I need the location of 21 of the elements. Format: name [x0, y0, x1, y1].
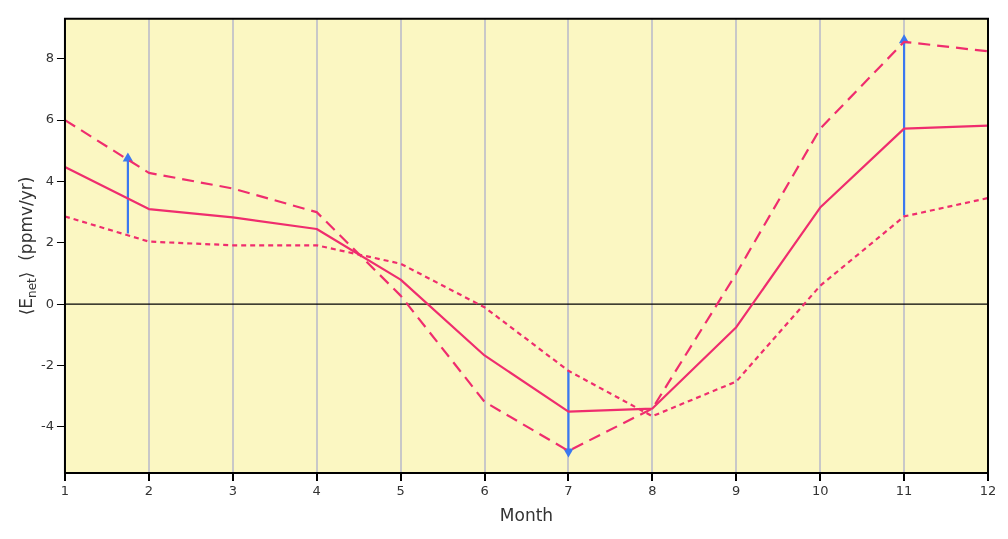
x-tick-label: 6	[480, 483, 489, 499]
y-tick-label: 8	[45, 50, 54, 66]
x-tick-label: 11	[895, 483, 913, 499]
x-tick-label: 7	[564, 483, 573, 499]
x-tick-label: 9	[732, 483, 741, 499]
x-tick-label: 1	[60, 483, 70, 499]
y-axis-title: ⟨Enet⟩ (ppmv/yr)	[16, 176, 40, 316]
x-tick-label: 3	[228, 483, 237, 499]
y-tick-label: 4	[45, 172, 54, 188]
x-tick-label: 12	[979, 483, 997, 499]
y-tick-label: 6	[45, 111, 54, 127]
x-tick-label: 2	[144, 483, 154, 499]
x-tick-label: 10	[811, 483, 829, 499]
x-tick-label: 4	[312, 483, 321, 499]
y-tick-label: 0	[45, 295, 54, 311]
x-tick-label: 8	[648, 483, 657, 499]
y-tick-label: -2	[40, 356, 54, 372]
x-tick-label: 5	[396, 483, 405, 499]
y-tick-label: -4	[40, 418, 54, 434]
y-tick-label: 2	[45, 234, 54, 250]
x-axis-title: Month	[499, 505, 554, 526]
